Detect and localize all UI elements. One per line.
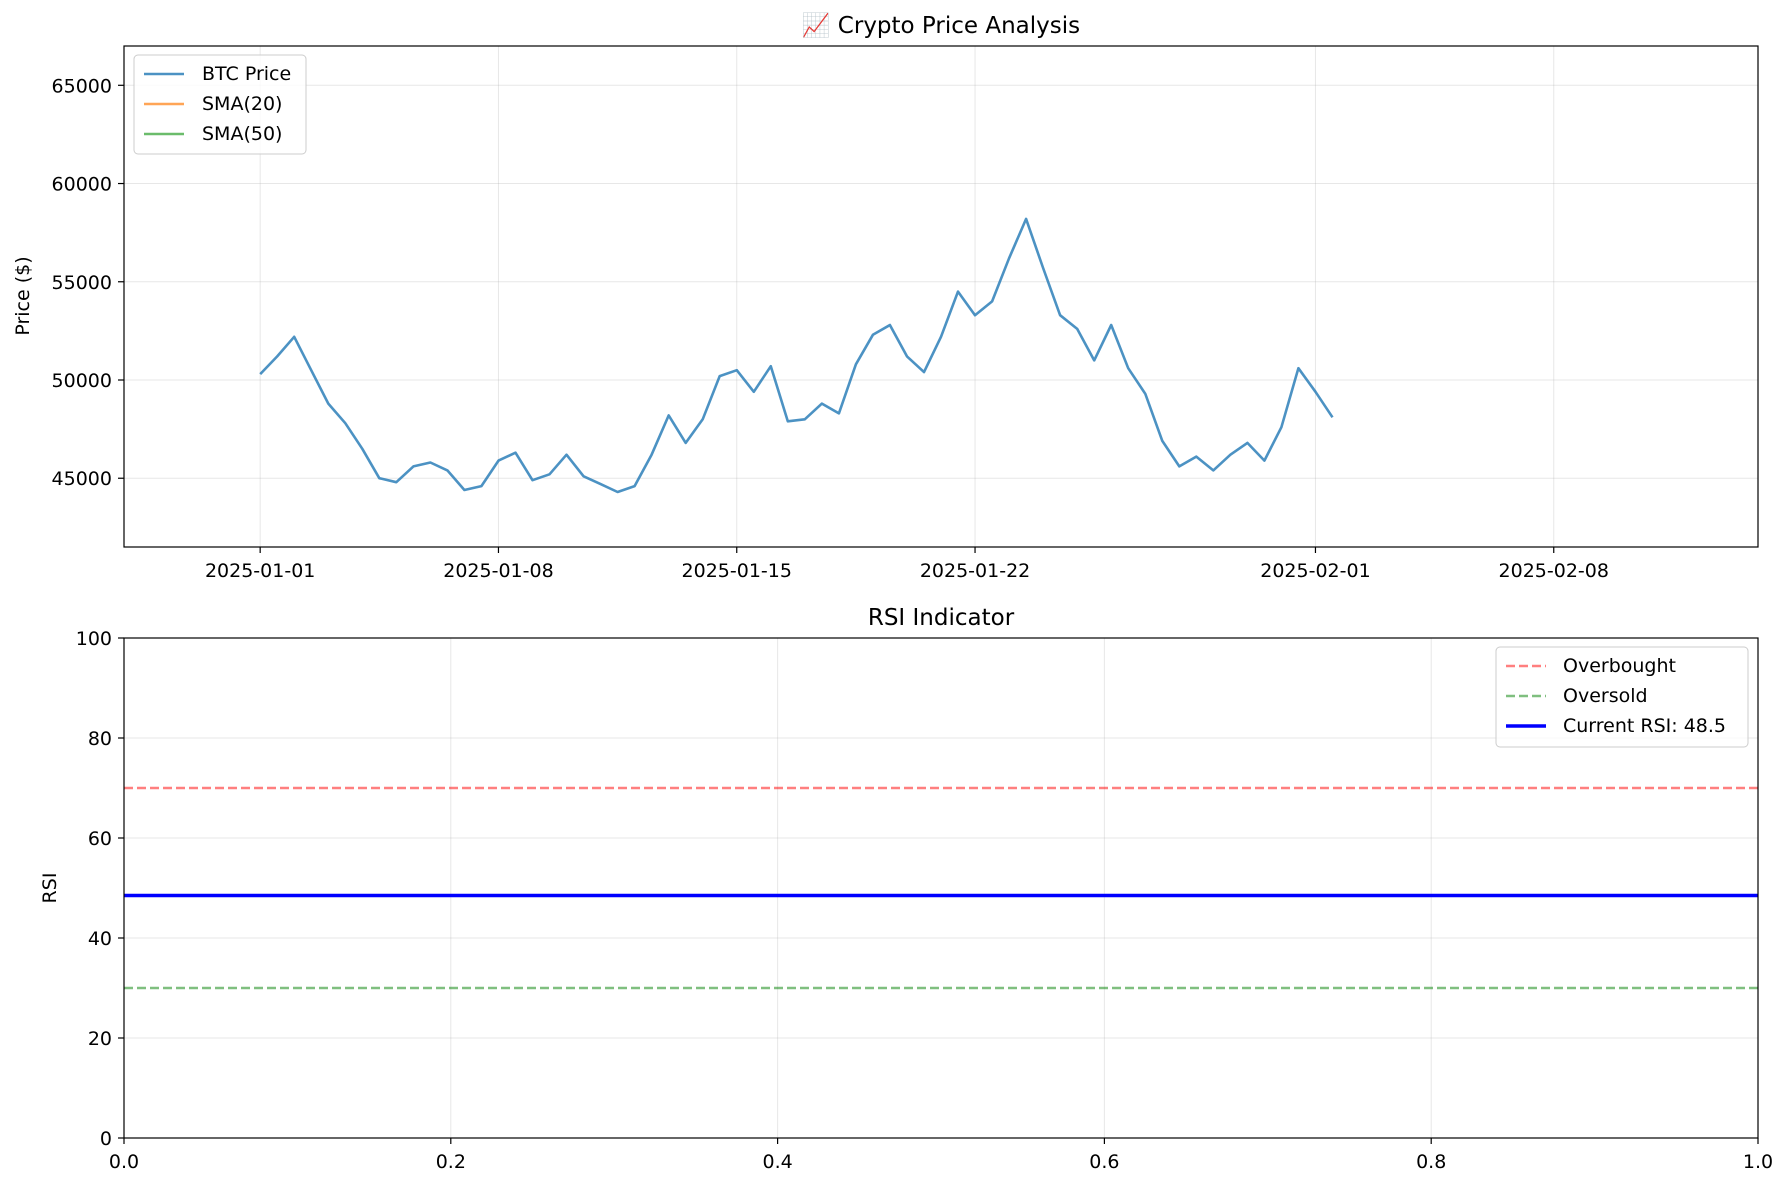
rsi-x-tick-label: 0.6: [1089, 1151, 1119, 1173]
rsi-series-lines: [124, 786, 1758, 990]
rsi-legend: Overbought Oversold Current RSI: 48.5: [1495, 646, 1749, 748]
legend-label-overbought: Overbought: [1563, 655, 1676, 677]
rsi-x-tick-label: 0.2: [436, 1151, 466, 1173]
price-x-tick-label: 2025-01-15: [682, 560, 792, 582]
price-chart-title: 📈 Crypto Price Analysis: [802, 12, 1080, 39]
price-x-tick-label: 2025-02-01: [1260, 560, 1370, 582]
rsi-legend-box: [1495, 646, 1749, 748]
price-y-tick-label: 60000: [52, 174, 112, 196]
price-legend: BTC Price SMA(20) SMA(50): [133, 54, 307, 155]
rsi-y-tick-label: 40: [88, 928, 112, 950]
price-series-lines: [259, 217, 1334, 494]
rsi-y-tick-label: 20: [88, 1028, 112, 1050]
price-x-tick-label: 2025-01-01: [205, 560, 315, 582]
rsi-x-tick-label: 0.4: [762, 1151, 792, 1173]
rsi-x-tick-label: 0.8: [1416, 1151, 1446, 1173]
rsi-y-tick-label: 100: [76, 628, 112, 650]
price-y-axis-label: Price ($): [12, 256, 34, 335]
price-y-tick-label: 65000: [52, 75, 112, 97]
legend-label-current-rsi: Current RSI: 48.5: [1563, 715, 1726, 737]
price-y-tick-label: 55000: [52, 272, 112, 294]
legend-label-sma20: SMA(20): [202, 93, 282, 115]
rsi-y-tick-label: 60: [88, 828, 112, 850]
rsi-y-tick-label: 80: [88, 728, 112, 750]
price-x-tick-label: 2025-01-22: [920, 560, 1030, 582]
rsi-x-tick-label: 1.0: [1743, 1151, 1773, 1173]
price-y-ticks: 45000 50000 55000 60000 65000: [52, 75, 124, 490]
rsi-y-axis-label: RSI: [39, 873, 61, 904]
price-gridlines: [124, 46, 1758, 547]
rsi-y-ticks: 0 20 40 60 80 100: [76, 628, 124, 1150]
rsi-x-ticks: 0.0 0.2 0.4 0.6 0.8 1.0: [109, 1138, 1773, 1173]
rsi-chart: RSI Indicator 0.0 0.2 0.4 0.6 0.8 1.0 0 20 40 60…: [39, 605, 1773, 1173]
legend-label-sma50: SMA(50): [202, 123, 282, 145]
price-plot-frame: [123, 45, 1759, 548]
rsi-chart-title: RSI Indicator: [868, 605, 1015, 631]
price-x-ticks: 2025-01-01 2025-01-08 2025-01-15 2025-01-22…: [205, 547, 1609, 582]
rsi-x-tick-label: 0.0: [109, 1151, 139, 1173]
price-y-tick-label: 45000: [52, 468, 112, 490]
price-y-tick-label: 50000: [52, 370, 112, 392]
btc-price-line: [259, 217, 1334, 494]
price-legend-box: [133, 54, 307, 155]
price-x-tick-label: 2025-01-08: [443, 560, 553, 582]
rsi-y-tick-label: 0: [100, 1128, 112, 1150]
legend-label-oversold: Oversold: [1563, 685, 1648, 707]
price-chart: 📈 Crypto Price Analysis 2025-01-01 2025-0…: [12, 12, 1759, 582]
rsi-plot-frame: [123, 637, 1759, 1139]
legend-label-btc-price: BTC Price: [202, 63, 291, 85]
price-x-tick-label: 2025-02-08: [1499, 560, 1609, 582]
